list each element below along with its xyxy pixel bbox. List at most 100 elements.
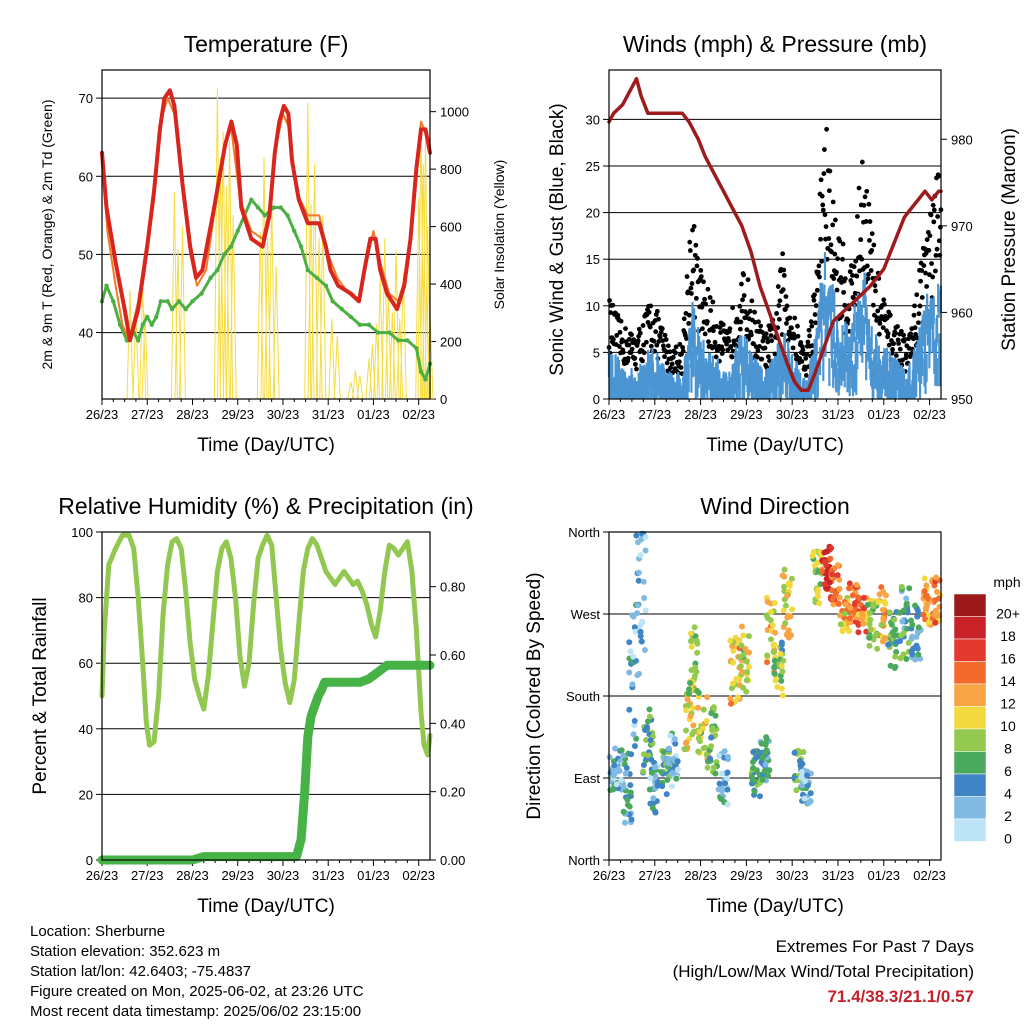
- direction-point: [898, 583, 905, 590]
- direction-point: [628, 816, 635, 823]
- gust-point: [847, 269, 853, 275]
- gust-point: [858, 237, 864, 243]
- direction-point: [898, 632, 905, 639]
- data-timestamp: Most recent data timestamp: 2025/06/02 2…: [30, 1003, 362, 1020]
- direction-point: [626, 669, 633, 676]
- direction-point: [683, 739, 690, 746]
- gust-point: [654, 308, 660, 314]
- series-precip: [97, 660, 435, 865]
- x-tick-label: 27/23: [131, 407, 164, 422]
- x-tick-label: 27/23: [639, 868, 672, 883]
- gust-point: [818, 236, 823, 242]
- direction-point: [739, 668, 746, 675]
- y-tick-label: 50: [79, 247, 93, 262]
- gust-point: [814, 287, 820, 293]
- direction-point: [689, 705, 696, 712]
- direction-point: [719, 787, 726, 794]
- gust-point: [749, 298, 755, 304]
- direction-point: [762, 741, 769, 748]
- dewpoint-point: [271, 205, 277, 210]
- direction-point: [836, 594, 843, 601]
- gust-point: [812, 292, 817, 298]
- direction-point: [640, 751, 647, 758]
- direction-point: [827, 555, 834, 562]
- gust-point: [678, 365, 684, 370]
- legend-swatch: [953, 751, 987, 775]
- direction-point: [914, 613, 921, 620]
- gust-point: [707, 295, 713, 300]
- dewpoint-point: [357, 322, 363, 327]
- direction-point: [783, 631, 790, 638]
- direction-point: [933, 574, 940, 581]
- direction-point: [640, 578, 647, 585]
- direction-point: [764, 772, 771, 779]
- gust-point: [686, 312, 692, 318]
- gust-point: [831, 276, 837, 281]
- chart-panel-3: Relative Humidity (%) & Precipitation (i…: [30, 493, 474, 917]
- gust-point: [780, 251, 786, 257]
- y-tick-label: 80: [79, 591, 93, 606]
- direction-point: [885, 641, 892, 648]
- direction-point: [900, 607, 907, 614]
- direction-point: [630, 731, 637, 738]
- direction-point: [743, 688, 750, 695]
- direction-point: [695, 704, 702, 711]
- gust-point: [838, 275, 844, 280]
- direction-point: [624, 796, 631, 803]
- direction-point: [791, 749, 798, 756]
- direction-point: [665, 745, 672, 752]
- gust-point: [629, 332, 634, 338]
- gust-point: [739, 281, 744, 287]
- x-tick-label: 27/23: [639, 407, 672, 422]
- legend-swatch: [953, 728, 987, 752]
- gust-point: [763, 331, 769, 337]
- direction-point: [627, 648, 634, 655]
- direction-point: [800, 749, 807, 756]
- direction-point: [829, 595, 836, 602]
- direction-point: [672, 740, 679, 747]
- direction-point: [761, 767, 768, 774]
- gust-point: [632, 355, 638, 361]
- x-tick-label: 30/23: [776, 407, 809, 422]
- direction-point: [627, 782, 634, 789]
- direction-point: [756, 793, 763, 800]
- direction-point: [767, 636, 774, 643]
- direction-point: [668, 770, 675, 777]
- direction-point: [646, 706, 653, 713]
- dewpoint-point: [330, 299, 335, 304]
- gust-point: [617, 329, 623, 335]
- direction-point: [834, 562, 841, 569]
- y-tick-label: North: [568, 853, 600, 868]
- legend-swatch: [953, 616, 987, 640]
- y-tick-label: 20: [586, 206, 600, 221]
- gust-point: [876, 331, 882, 337]
- y-tick-label: 40: [79, 722, 93, 737]
- gust-point: [914, 292, 920, 298]
- direction-point: [926, 619, 933, 626]
- direction-point: [647, 775, 654, 782]
- direction-point: [661, 749, 668, 756]
- direction-point: [920, 611, 927, 618]
- gust-point: [669, 361, 675, 367]
- direction-point: [639, 619, 646, 626]
- gust-point: [637, 330, 643, 336]
- gust-point: [815, 269, 821, 275]
- direction-point: [631, 742, 638, 749]
- gust-point: [937, 224, 943, 230]
- gust-point: [840, 256, 845, 262]
- gust-point: [890, 347, 895, 352]
- speed-legend: mph 20+ 18 16 14 12 10 8 6 4 2 0: [953, 574, 1021, 846]
- gust-point: [845, 317, 851, 323]
- gust-point: [772, 351, 778, 357]
- gust-point: [646, 309, 652, 315]
- dewpoint-point: [158, 299, 164, 304]
- direction-point: [782, 602, 789, 609]
- direction-point: [691, 624, 698, 631]
- direction-point: [683, 727, 690, 734]
- direction-point: [750, 749, 757, 756]
- direction-point: [663, 791, 670, 798]
- gust-point: [835, 256, 840, 262]
- direction-point: [781, 588, 788, 595]
- x-axis-label: Time (Day/UTC): [197, 435, 335, 456]
- direction-point: [637, 552, 644, 559]
